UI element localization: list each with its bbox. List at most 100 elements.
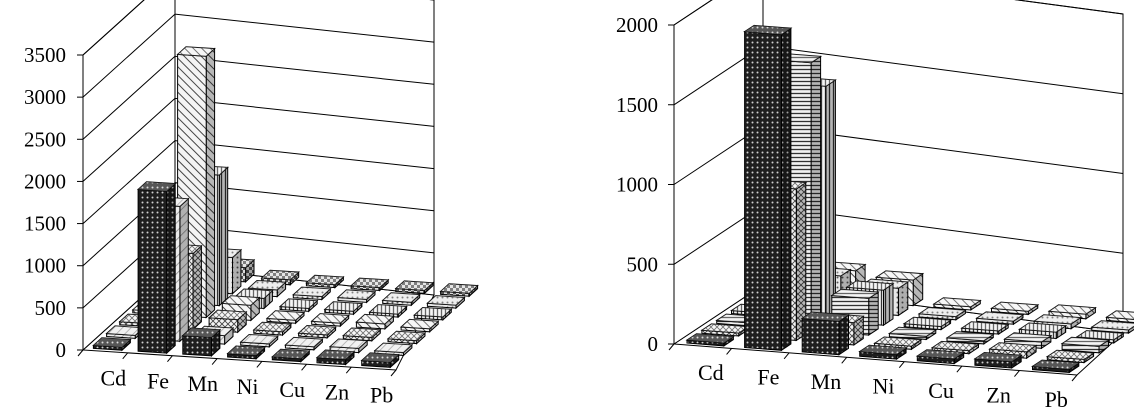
bar-top-light bbox=[991, 302, 1038, 312]
bar-front bbox=[801, 317, 840, 356]
x-tick-label: Fe bbox=[757, 365, 779, 390]
x-tick-label: Zn bbox=[986, 382, 1010, 407]
bar-side-shade bbox=[796, 182, 806, 341]
bar-side-shade bbox=[358, 340, 368, 353]
bar-Cu-s4 bbox=[310, 313, 350, 328]
bar-side-shade bbox=[224, 328, 233, 345]
y-tick-label: 1500 bbox=[24, 212, 66, 236]
bar-side-shade bbox=[1028, 304, 1038, 315]
bar-side-shade bbox=[1013, 314, 1023, 325]
bar-top-light bbox=[947, 331, 994, 341]
bar-top-light bbox=[846, 281, 893, 291]
x-tick-mark bbox=[956, 365, 963, 373]
bar-Zn-s3 bbox=[342, 327, 382, 342]
x-tick-mark bbox=[1071, 374, 1078, 382]
bar-side-shade bbox=[345, 351, 354, 365]
bar-top bbox=[917, 306, 967, 318]
bar-Cu-s5 bbox=[975, 311, 1025, 326]
bar-Cu-s6 bbox=[336, 289, 377, 304]
bar-side-shade bbox=[970, 300, 981, 310]
bar-top-light bbox=[876, 270, 923, 280]
x-tick-label: Mn bbox=[811, 369, 842, 394]
bar-side-shade bbox=[1071, 317, 1081, 329]
bar-side-shade bbox=[193, 245, 202, 330]
bar-front bbox=[137, 188, 168, 354]
x-tick-mark bbox=[726, 348, 732, 355]
bar-side-shade bbox=[1026, 345, 1037, 359]
bar-top bbox=[1075, 330, 1125, 341]
bar-top-light bbox=[106, 325, 144, 336]
bar-top bbox=[902, 316, 953, 328]
bar-side-shade bbox=[300, 351, 310, 362]
bar-top-light bbox=[917, 349, 964, 359]
bar-top-light bbox=[369, 304, 407, 315]
bar-top-light bbox=[280, 298, 318, 309]
bar-side-shade bbox=[340, 315, 349, 327]
bar-top-light bbox=[874, 337, 921, 347]
bar-top bbox=[284, 336, 324, 348]
bar-Cu-s4 bbox=[960, 321, 1010, 336]
bar-top bbox=[265, 310, 306, 321]
bar-Ni-s1 bbox=[226, 345, 266, 360]
bar-top bbox=[342, 327, 382, 338]
gridline bbox=[82, 97, 435, 182]
bar-Zn-s1 bbox=[315, 349, 356, 366]
bar-Ni-s6 bbox=[292, 286, 332, 301]
bar-top-light bbox=[306, 275, 344, 285]
bar-side-shade bbox=[954, 352, 964, 364]
bar-top bbox=[973, 351, 1023, 363]
bar-side-shade bbox=[237, 312, 247, 333]
bar-Cd-s1 bbox=[92, 337, 132, 352]
right-chart: 0 500 1000 1500 2000 Cd Fe Mn Ni Cu Zn Pb bbox=[616, 0, 1134, 412]
bar-Cu-s7 bbox=[349, 277, 390, 292]
bar-side-shade bbox=[723, 336, 734, 346]
x-tick-mark bbox=[345, 366, 352, 374]
bar-side-shade bbox=[998, 324, 1009, 335]
bar-top bbox=[373, 342, 414, 354]
x-tick-label: Cu bbox=[928, 378, 954, 403]
bar-side-shade bbox=[983, 334, 994, 344]
bar-top bbox=[930, 340, 980, 352]
bar-side-shade bbox=[398, 306, 407, 318]
x-tick-label: Cd bbox=[698, 360, 724, 385]
bar-top bbox=[1032, 314, 1083, 325]
bar-top bbox=[874, 270, 925, 281]
bar-top-light bbox=[317, 350, 354, 360]
bar-top-light bbox=[209, 310, 247, 320]
bar-top bbox=[990, 301, 1040, 312]
bar-Fe-s1 bbox=[743, 24, 793, 352]
bar-side-shade bbox=[245, 260, 254, 282]
x-tick-label: Ni bbox=[873, 374, 895, 399]
bar-Cu-s3 bbox=[945, 331, 995, 345]
bar-Mn-s1 bbox=[800, 311, 850, 356]
bar-top bbox=[887, 326, 938, 337]
gridline bbox=[82, 55, 435, 140]
bar-top bbox=[1060, 336, 1110, 347]
bar-side-shade bbox=[1056, 325, 1066, 339]
bar-side-shade bbox=[825, 80, 836, 321]
bar-top bbox=[381, 292, 421, 303]
y-tick-label: 2500 bbox=[24, 127, 66, 151]
bar-top bbox=[932, 297, 982, 308]
bar-side-shade bbox=[366, 291, 375, 303]
bar-top-light bbox=[93, 337, 131, 348]
bar-Zn-s4 bbox=[355, 313, 395, 331]
bar-top-light bbox=[338, 289, 375, 300]
bar-Pb-s7 bbox=[439, 283, 479, 298]
gridline bbox=[82, 0, 434, 56]
bar-side-shade bbox=[232, 249, 241, 294]
bar-top bbox=[355, 313, 395, 325]
bar-side-shade bbox=[390, 354, 399, 368]
bar-top-light bbox=[356, 314, 394, 324]
bar-side-shade bbox=[327, 327, 336, 338]
bar-top-light bbox=[1077, 330, 1124, 340]
bar-side-shade bbox=[166, 183, 176, 354]
bar-top-light bbox=[440, 283, 478, 294]
bar-side-shade bbox=[277, 282, 286, 297]
bar-top-light bbox=[1047, 350, 1094, 360]
bar-top-light bbox=[961, 321, 1009, 331]
y-tick-label: 1000 bbox=[24, 254, 66, 278]
bar-side-shade bbox=[219, 167, 228, 306]
bar-top bbox=[386, 330, 427, 342]
